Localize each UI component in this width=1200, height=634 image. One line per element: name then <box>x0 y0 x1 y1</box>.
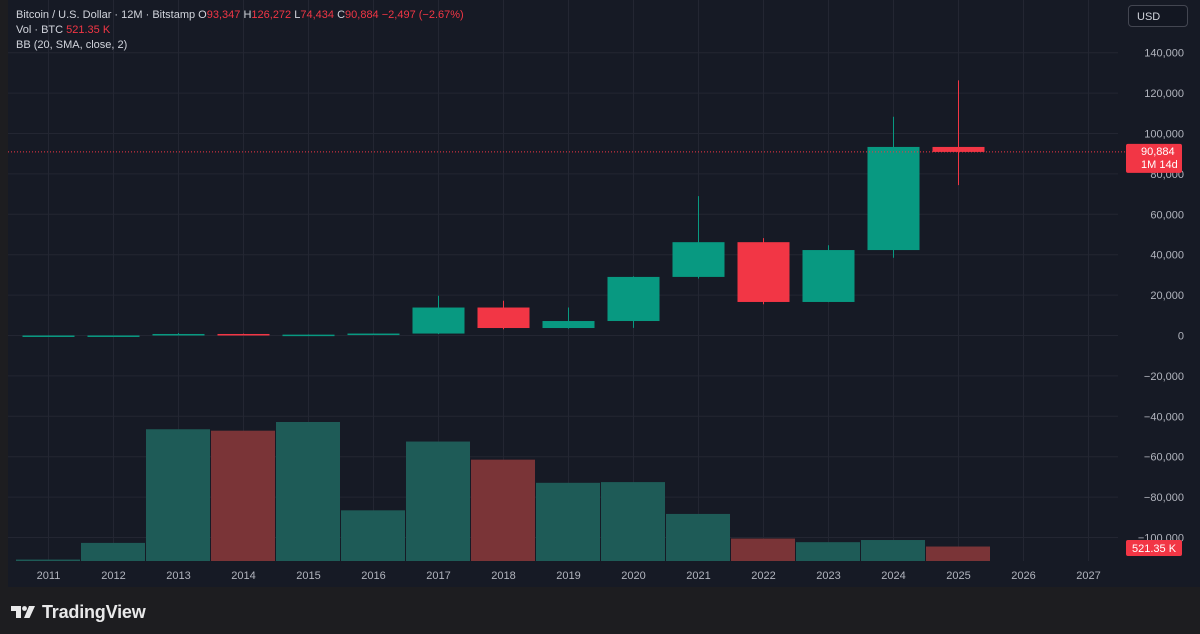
x-axis-tick-label: 2014 <box>231 570 255 582</box>
legend-volume-value: 521.35 K <box>66 24 111 36</box>
y-axis-tick-label: 60,000 <box>1150 209 1184 221</box>
candlestick-chart-svg[interactable]: 140,000120,000100,00080,00060,00040,0002… <box>8 0 1200 587</box>
volume-bar <box>796 542 860 561</box>
legend-close-value: 90,884 <box>345 9 379 21</box>
volume-bar <box>341 510 405 561</box>
legend-volume[interactable]: Vol · BTC 521.35 K <box>16 23 110 37</box>
legend-volume-label: Vol · BTC <box>16 24 64 36</box>
x-axis-tick-label: 2021 <box>686 570 710 582</box>
candle-body <box>867 146 920 251</box>
x-axis-tick-label: 2016 <box>361 570 385 582</box>
candle-body <box>802 250 855 302</box>
legend-change: −2,497 (−2.67%) <box>381 9 464 21</box>
volume-bar <box>861 540 925 561</box>
x-axis-tick-label: 2017 <box>426 570 450 582</box>
last-volume-label: 521.35 K <box>1132 543 1177 555</box>
volume-bar <box>731 538 795 561</box>
y-axis-tick-label: 20,000 <box>1150 290 1184 302</box>
x-axis-tick-label: 2023 <box>816 570 840 582</box>
legend-close-label: C <box>337 9 346 21</box>
last-price-badge <box>1126 143 1182 173</box>
x-axis-tick-label: 2015 <box>296 570 320 582</box>
volume-bar <box>406 441 470 561</box>
y-axis-tick-label: 100,000 <box>1144 129 1184 141</box>
y-axis-tick-label: −20,000 <box>1144 371 1184 383</box>
x-axis-tick-label: 2018 <box>491 570 515 582</box>
tradingview-logo-icon <box>11 606 35 618</box>
last-price-countdown: 1M 14d <box>1141 159 1178 171</box>
x-axis-tick-label: 2024 <box>881 570 905 582</box>
volume-bar <box>146 429 210 561</box>
candle-body <box>542 321 595 329</box>
y-axis-tick-label: −40,000 <box>1144 411 1184 423</box>
y-axis-tick-label: 140,000 <box>1144 48 1184 60</box>
candle-body <box>87 335 140 337</box>
volume-bar <box>16 559 80 561</box>
x-axis-tick-label: 2020 <box>621 570 645 582</box>
candle-body <box>22 335 75 337</box>
volume-bar <box>536 482 600 561</box>
x-axis-tick-label: 2027 <box>1076 570 1100 582</box>
legend-bollinger-bands[interactable]: BB (20, SMA, close, 2) <box>16 38 127 52</box>
candle-body <box>672 242 725 277</box>
y-axis-tick-label: 120,000 <box>1144 88 1184 100</box>
x-axis-tick-label: 2025 <box>946 570 970 582</box>
last-volume-badge <box>1126 540 1182 556</box>
legend-high-value: 126,272 <box>251 9 292 21</box>
candle-body <box>737 242 790 302</box>
y-axis-tick-label: −80,000 <box>1144 492 1184 504</box>
x-axis-tick-label: 2012 <box>101 570 125 582</box>
currency-button[interactable]: USD <box>1128 5 1188 27</box>
candle-body <box>152 333 205 336</box>
candle-body <box>347 333 400 336</box>
volume-bar <box>666 513 730 561</box>
x-axis-tick-label: 2026 <box>1011 570 1035 582</box>
x-axis-tick-label: 2011 <box>37 570 61 582</box>
volume-bar <box>601 482 665 561</box>
legend-open-value: 93,347 <box>206 9 241 21</box>
legend-symbol[interactable]: Bitcoin / U.S. Dollar · 12M · Bitstamp <box>16 9 196 21</box>
legend-low-value: 74,434 <box>300 9 335 21</box>
legend-ohlc: Bitcoin / U.S. Dollar · 12M · Bitstamp O… <box>16 8 464 22</box>
x-axis-tick-label: 2019 <box>556 570 580 582</box>
legend-high-label: H <box>243 9 252 21</box>
legend-bb-label: BB (20, SMA, close, 2) <box>16 39 128 51</box>
x-axis-tick-label: 2013 <box>166 570 190 582</box>
x-axis-tick-label: 2022 <box>751 570 775 582</box>
y-axis-tick-label: −60,000 <box>1144 452 1184 464</box>
candle-body <box>477 307 530 329</box>
candle-body <box>217 333 270 336</box>
volume-bar <box>471 459 535 561</box>
chart-pane[interactable]: 140,000 120,000 100,000 80,000 60,000 40,000 2… <box>8 0 1200 587</box>
legend-low-label: L <box>294 9 301 21</box>
candle-body <box>607 276 660 322</box>
volume-bar <box>276 422 340 561</box>
candle-body <box>282 334 335 337</box>
brand-name: TradingView <box>42 601 146 622</box>
volume-bar <box>211 430 275 561</box>
candle-body <box>932 146 985 152</box>
candle-body <box>412 307 465 334</box>
brand[interactable]: TradingView <box>10 601 146 623</box>
last-price-label: 90,884 <box>1141 146 1175 158</box>
y-axis-tick-label: 0 <box>1178 331 1184 343</box>
y-axis-tick-label: 40,000 <box>1150 250 1184 262</box>
volume-bar <box>81 542 145 561</box>
legend-open-label: O <box>198 9 207 21</box>
volume-bar <box>926 546 990 561</box>
